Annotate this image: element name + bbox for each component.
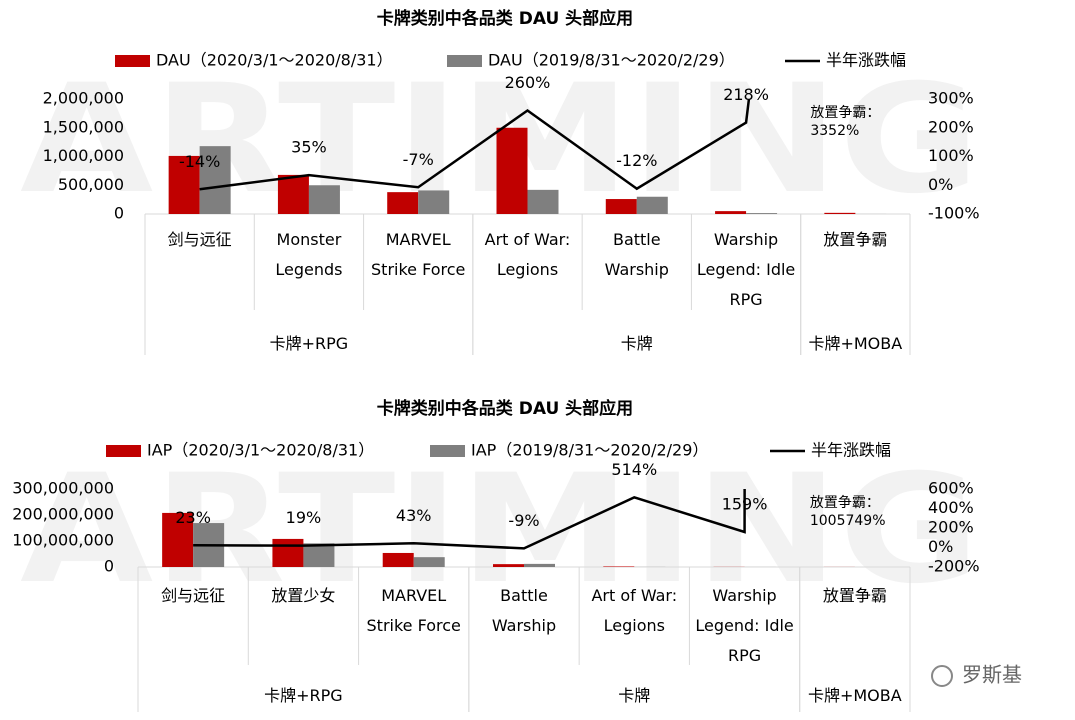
line — [199, 99, 751, 191]
legend-swatch — [115, 55, 150, 67]
legend-label: IAP（2019/8/31～2020/2/29） — [471, 441, 708, 460]
value-label: -12% — [616, 151, 657, 170]
y2-tick-label: 300% — [928, 89, 974, 108]
bar — [168, 155, 200, 214]
chart-title: 卡牌类别中各品类 DAU 头部应用 — [376, 9, 634, 29]
x-tick-label: Monster Legends — [275, 230, 343, 279]
x-tick-label: 剑与远征 — [167, 230, 232, 249]
line — [193, 489, 746, 550]
source: 罗斯基 — [962, 663, 1022, 687]
x-tick-label: 放置少女 — [271, 586, 336, 605]
x-tick-label: Warship Legend: Idle RPG — [696, 230, 796, 309]
x-tick-label: 放置争霸 — [822, 586, 887, 605]
y-tick-label: 300,000,000 — [12, 479, 114, 498]
bar — [493, 564, 524, 567]
group-label: 卡牌+RPG — [264, 686, 343, 705]
x-tick-label: Art of War: Legions — [591, 586, 678, 635]
group-label: 卡牌+RPG — [269, 334, 349, 353]
y-tick-label: 0 — [104, 557, 114, 576]
x-tick-label: Battle Warship — [604, 230, 669, 279]
legend-label: IAP（2020/3/1～2020/8/31） — [147, 441, 374, 460]
bar — [199, 146, 231, 214]
legend-label: 半年涨跌幅 — [826, 51, 906, 70]
y-tick-label: 500,000 — [58, 175, 124, 194]
bar — [636, 196, 668, 214]
bar — [603, 566, 635, 567]
y2-tick-label: -200% — [928, 557, 980, 576]
bar — [524, 563, 555, 567]
bar — [715, 211, 747, 214]
legend-label: DAU（2019/8/31～2020/2/29） — [488, 51, 735, 70]
y2-tick-label: 200% — [928, 117, 974, 136]
bar — [824, 212, 856, 214]
value-label: 23% — [175, 508, 211, 527]
bar — [496, 127, 528, 214]
legend-swatch — [447, 55, 482, 67]
legend-swatch — [106, 445, 141, 457]
value-label: 19% — [286, 508, 322, 527]
y2-tick-label: 0% — [928, 175, 953, 194]
value-label: 43% — [396, 506, 432, 525]
bar — [162, 512, 194, 567]
y-tick-label: 1,000,000 — [43, 146, 124, 165]
logo-icon — [931, 665, 953, 687]
x-tick-label: MARVEL Strike Force — [371, 230, 466, 279]
y2-tick-label: 0% — [928, 537, 953, 556]
value-label: 放置争霸：3352% — [810, 105, 881, 139]
x-tick-label: Battle Warship — [491, 586, 557, 635]
value-label: 放置争霸：1005749% — [809, 495, 886, 529]
bar — [382, 552, 414, 567]
value-label: 260% — [505, 73, 551, 92]
y-tick-label: 1,500,000 — [43, 117, 124, 136]
value-label: -7% — [403, 150, 434, 169]
x-tick-label: 放置争霸 — [823, 230, 888, 249]
bar — [527, 189, 559, 214]
y2-tick-label: 600% — [928, 479, 974, 498]
legend-label: DAU（2020/3/1～2020/8/31） — [156, 51, 393, 70]
x-tick-label: MARVEL Strike Force — [366, 586, 461, 635]
value-label: 159% — [722, 494, 768, 513]
y2-tick-label: 100% — [928, 146, 974, 165]
y2-tick-label: 400% — [928, 498, 974, 517]
bar — [387, 192, 419, 214]
value-label: 514% — [611, 460, 657, 479]
legend-swatch — [430, 445, 465, 457]
y2-tick-label: -100% — [928, 204, 980, 223]
x-tick-label: 剑与远征 — [161, 586, 226, 605]
value-label: -14% — [179, 152, 220, 171]
bar — [308, 185, 340, 214]
bar — [418, 190, 450, 214]
y2-tick-label: 200% — [928, 518, 974, 537]
value-label: -9% — [508, 511, 539, 530]
legend-label: 半年涨跌幅 — [811, 441, 891, 460]
bar — [746, 213, 778, 214]
bar — [303, 543, 335, 567]
y-tick-label: 2,000,000 — [43, 89, 124, 108]
value-label: 218% — [723, 85, 769, 104]
x-tick-label: Warship Legend: Idle RPG — [695, 586, 794, 665]
x-tick-label: Art of War: Legions — [484, 230, 571, 279]
value-label: 35% — [291, 138, 327, 157]
y-tick-label: 100,000,000 — [12, 531, 114, 550]
bar — [605, 199, 637, 214]
group-label: 卡牌 — [620, 334, 653, 353]
y-tick-label: 200,000,000 — [12, 505, 114, 524]
group-label: 卡牌 — [618, 686, 651, 705]
bar — [277, 174, 309, 214]
bar — [272, 538, 304, 567]
bar — [413, 557, 445, 567]
group-label: 卡牌+MOBA — [807, 686, 902, 705]
chart-title: 卡牌类别中各品类 DAU 头部应用 — [376, 399, 634, 419]
y-tick-label: 0 — [114, 204, 124, 223]
group-label: 卡牌+MOBA — [808, 334, 903, 353]
